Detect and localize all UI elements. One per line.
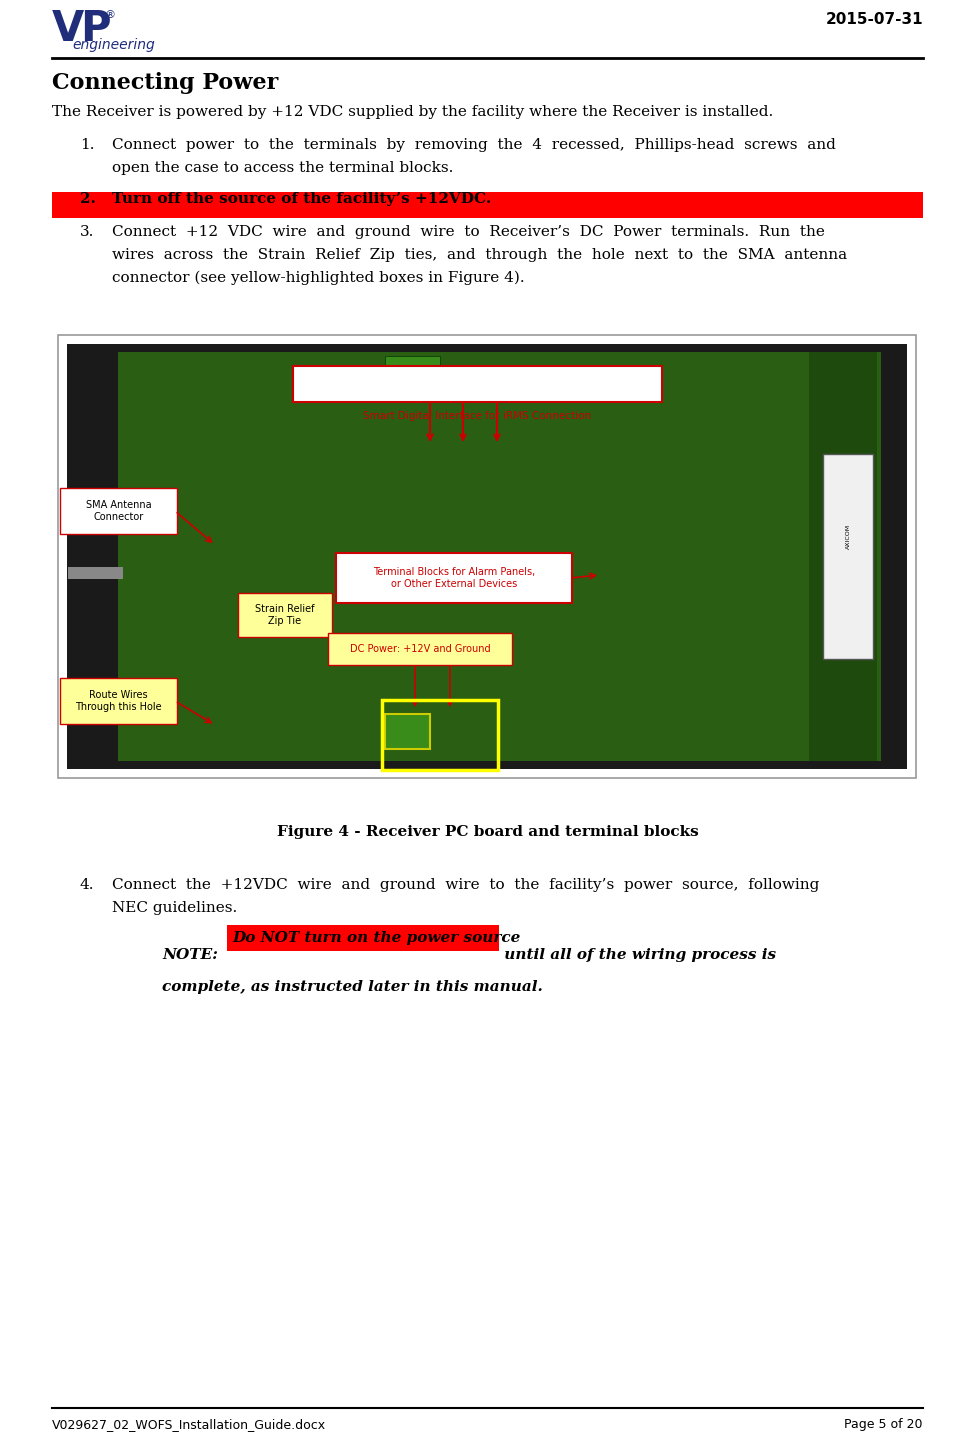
FancyBboxPatch shape xyxy=(60,679,177,723)
Text: NEC guidelines.: NEC guidelines. xyxy=(112,901,237,915)
Text: The Receiver is powered by +12 VDC supplied by the facility where the Receiver i: The Receiver is powered by +12 VDC suppl… xyxy=(52,105,773,118)
FancyBboxPatch shape xyxy=(52,192,923,218)
FancyBboxPatch shape xyxy=(68,566,123,579)
Text: wires  across  the  Strain  Relief  Zip  ties,  and  through  the  hole  next  t: wires across the Strain Relief Zip ties,… xyxy=(112,248,847,261)
FancyBboxPatch shape xyxy=(809,352,877,761)
Text: AXICOM: AXICOM xyxy=(845,524,850,549)
Text: 2015-07-31: 2015-07-31 xyxy=(826,12,923,27)
FancyBboxPatch shape xyxy=(385,357,440,374)
Text: until all of the wiring process is: until all of the wiring process is xyxy=(499,949,776,962)
Text: Page 5 of 20: Page 5 of 20 xyxy=(844,1418,923,1431)
FancyBboxPatch shape xyxy=(238,593,332,637)
Text: 4.: 4. xyxy=(80,878,95,892)
Text: engineering: engineering xyxy=(72,38,155,52)
Text: Figure 4 - Receiver PC board and terminal blocks: Figure 4 - Receiver PC board and termina… xyxy=(277,825,698,839)
Text: ®: ® xyxy=(104,10,115,20)
Text: Smart Digital Interface for iRMS Connection: Smart Digital Interface for iRMS Connect… xyxy=(364,412,592,422)
FancyBboxPatch shape xyxy=(227,926,499,952)
Text: Connect  power  to  the  terminals  by  removing  the  4  recessed,  Phillips-he: Connect power to the terminals by removi… xyxy=(112,139,836,152)
Text: V: V xyxy=(52,9,84,51)
FancyBboxPatch shape xyxy=(58,335,916,778)
Text: Turn off the source of the facility’s +12VDC.: Turn off the source of the facility’s +1… xyxy=(112,192,491,206)
Text: Connecting Power: Connecting Power xyxy=(52,72,278,94)
Text: NOTE:: NOTE: xyxy=(162,949,217,962)
Text: open the case to access the terminal blocks.: open the case to access the terminal blo… xyxy=(112,160,453,175)
FancyBboxPatch shape xyxy=(328,632,512,666)
Text: Strain Relief
Zip Tie: Strain Relief Zip Tie xyxy=(255,604,315,627)
FancyBboxPatch shape xyxy=(385,713,430,749)
Text: 3.: 3. xyxy=(80,225,95,240)
FancyBboxPatch shape xyxy=(823,455,873,658)
Text: 1.: 1. xyxy=(80,139,95,152)
FancyBboxPatch shape xyxy=(293,365,662,401)
FancyBboxPatch shape xyxy=(118,352,881,761)
FancyBboxPatch shape xyxy=(336,553,572,604)
Text: SMA Antenna
Connector: SMA Antenna Connector xyxy=(86,500,151,523)
Text: DC Power: +12V and Ground: DC Power: +12V and Ground xyxy=(350,644,490,654)
Text: Connect  the  +12VDC  wire  and  ground  wire  to  the  facility’s  power  sourc: Connect the +12VDC wire and ground wire … xyxy=(112,878,819,892)
FancyBboxPatch shape xyxy=(67,344,907,770)
Text: complete, as instructed later in this manual.: complete, as instructed later in this ma… xyxy=(162,980,543,993)
Text: 2.: 2. xyxy=(80,192,96,206)
Text: Connect  +12  VDC  wire  and  ground  wire  to  Receiver’s  DC  Power  terminals: Connect +12 VDC wire and ground wire to … xyxy=(112,225,825,240)
Text: Route Wires
Through this Hole: Route Wires Through this Hole xyxy=(75,690,162,712)
Text: Do NOT turn on the power source: Do NOT turn on the power source xyxy=(232,931,521,944)
Text: Terminal Blocks for Alarm Panels,
or Other External Devices: Terminal Blocks for Alarm Panels, or Oth… xyxy=(372,567,535,589)
Text: V029627_02_WOFS_Installation_Guide.docx: V029627_02_WOFS_Installation_Guide.docx xyxy=(52,1418,326,1431)
Text: connector (see yellow-highlighted boxes in Figure 4).: connector (see yellow-highlighted boxes … xyxy=(112,271,525,286)
FancyBboxPatch shape xyxy=(60,488,177,534)
Text: P: P xyxy=(80,9,110,51)
